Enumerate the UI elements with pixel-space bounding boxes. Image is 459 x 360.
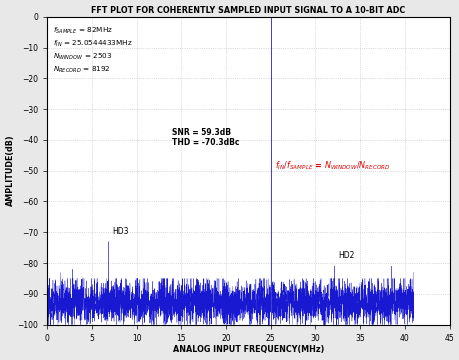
Title: FFT PLOT FOR COHERENTLY SAMPLED INPUT SIGNAL TO A 10-BIT ADC: FFT PLOT FOR COHERENTLY SAMPLED INPUT SI… xyxy=(91,5,405,14)
Text: SNR = 59.3dB
THD = -70.3dBc: SNR = 59.3dB THD = -70.3dBc xyxy=(172,127,239,147)
Text: HD3: HD3 xyxy=(112,227,128,236)
X-axis label: ANALOG INPUT FREQUENCY(MHz): ANALOG INPUT FREQUENCY(MHz) xyxy=(172,346,324,355)
Text: HD2: HD2 xyxy=(337,251,353,260)
Text: $f_{SAMPLE}$ = 82MHz
$f_{IN}$ = 25.0544433MHz
$N_{WINDOW}$ = 2503
$N_{RECORD}$ =: $f_{SAMPLE}$ = 82MHz $f_{IN}$ = 25.05444… xyxy=(53,26,133,75)
Text: $f_{IN}/f_{SAMPLE}$ = $N_{WINDOW}/N_{RECORD}$: $f_{IN}/f_{SAMPLE}$ = $N_{WINDOW}/N_{REC… xyxy=(274,160,389,172)
Y-axis label: AMPLITUDE(dB): AMPLITUDE(dB) xyxy=(6,135,15,207)
